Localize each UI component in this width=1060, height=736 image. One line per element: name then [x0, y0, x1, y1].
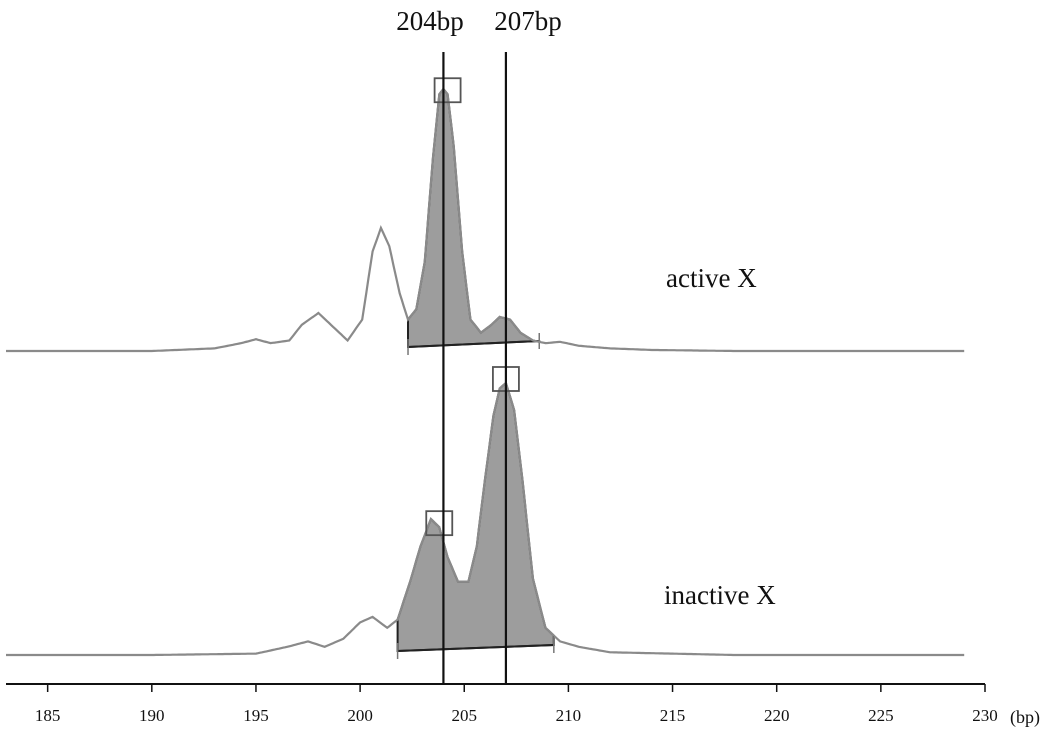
x-tick-label-215: 215: [660, 706, 686, 725]
x-tick-label-200: 200: [347, 706, 373, 725]
x-tick-label-195: 195: [243, 706, 269, 725]
x-tick-label-190: 190: [139, 706, 165, 725]
peak-area-inactive-x: [396, 381, 555, 653]
x-tick-label-210: 210: [556, 706, 582, 725]
marker-label-204bp: 204bp: [396, 6, 464, 36]
traces-layer: [6, 77, 965, 659]
marker-label-207bp: 207bp: [494, 6, 562, 36]
marker-lines: [442, 52, 508, 684]
x-axis: 185 190 195 200 205 210 215 220 225 230: [6, 683, 998, 725]
x-tick-label-225: 225: [868, 706, 894, 725]
x-tick-label-230: 230: [972, 706, 998, 725]
trace-inactive-x: [6, 381, 965, 657]
peak-box-active-x-0: [433, 77, 462, 104]
series-label-inactive-x: inactive X: [664, 580, 776, 610]
x-tick-label-185: 185: [35, 706, 61, 725]
series-label-active-x: active X: [666, 263, 757, 293]
x-tick-label-205: 205: [452, 706, 478, 725]
peak-baseline-active-x: [407, 340, 540, 348]
x-axis-unit-label: (bp): [1010, 707, 1040, 728]
trace-active-x: [6, 87, 965, 353]
x-tick-label-220: 220: [764, 706, 790, 725]
peak-box-inactive-x-0: [425, 510, 454, 537]
peak-baseline-inactive-x: [397, 644, 554, 652]
